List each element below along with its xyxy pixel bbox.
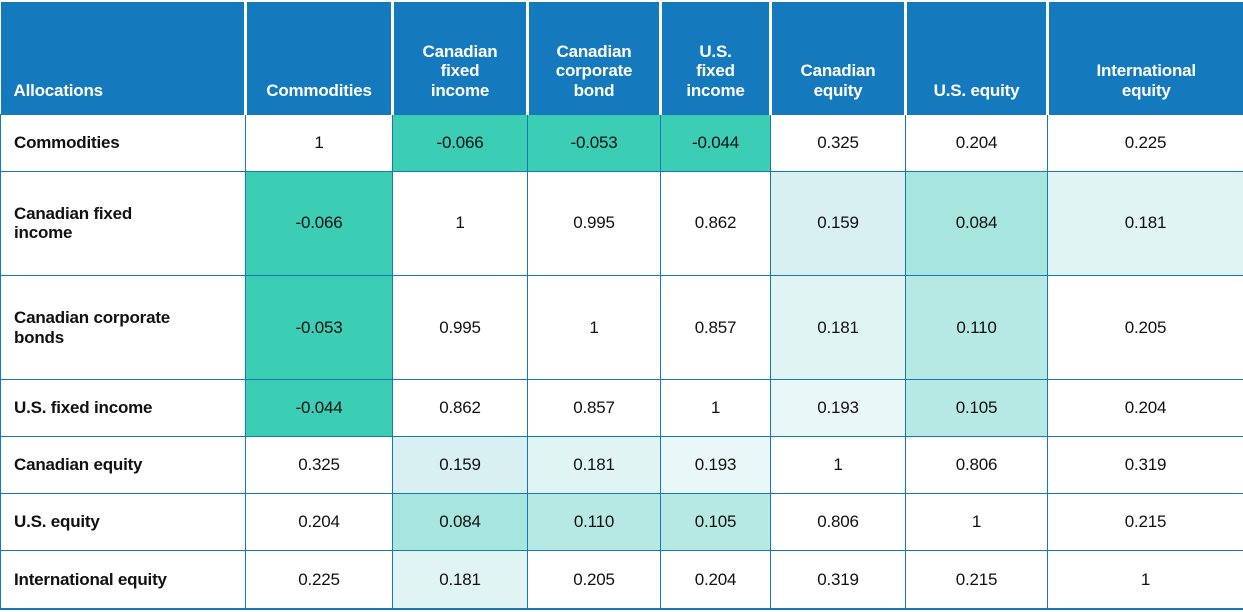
value-cell: 1	[392, 170, 528, 276]
value-cell: 0.204	[245, 493, 393, 552]
table-row: Canadian fixed income -0.066 1 0.995 0.862 0.…	[0, 170, 1243, 276]
row-label: Canadian fixed income	[0, 170, 246, 276]
value-cell: 1	[245, 113, 393, 172]
table-row: Commodities 1 -0.066 -0.053 -0.044 0.325 0.204…	[0, 113, 1243, 172]
table-row: International equity 0.225 0.181 0.205 0.204…	[0, 550, 1243, 610]
value-cell: 0.204	[660, 550, 771, 610]
row-label: U.S. fixed income	[0, 379, 246, 438]
row-label: Canadian equity	[0, 436, 246, 495]
value-cell: 0.857	[660, 274, 771, 381]
value-cell: -0.044	[660, 113, 771, 172]
table-row: Canadian equity 0.325 0.159 0.181 0.193 1 0.80…	[0, 436, 1243, 495]
value-cell: 0.225	[245, 550, 393, 610]
value-cell: 0.325	[245, 436, 393, 495]
value-cell: 0.995	[392, 274, 528, 381]
value-cell: 0.995	[527, 170, 661, 276]
row-label: Commodities	[0, 113, 246, 172]
header-row: Allocations Commodities Canadian fixed i…	[0, 2, 1243, 114]
value-cell: 0.204	[905, 113, 1048, 172]
value-cell: 0.215	[905, 550, 1048, 610]
value-cell: 0.181	[770, 274, 906, 381]
column-header-commodities: Commodities	[244, 2, 393, 114]
value-cell: 0.325	[770, 113, 906, 172]
value-cell: 0.205	[1047, 274, 1243, 381]
value-cell: 0.204	[1047, 379, 1243, 438]
column-header-international-equity: International equity	[1046, 2, 1243, 114]
value-cell: -0.066	[245, 170, 393, 276]
value-cell: 0.110	[527, 493, 661, 552]
value-cell: 0.105	[905, 379, 1048, 438]
value-cell: 1	[527, 274, 661, 381]
value-cell: 0.110	[905, 274, 1048, 381]
value-cell: 0.862	[392, 379, 528, 438]
value-cell: 1	[1047, 550, 1243, 610]
value-cell: -0.053	[245, 274, 393, 381]
value-cell: -0.053	[527, 113, 661, 172]
table-row: Canadian corporate bonds -0.053 0.995 1 0.85…	[0, 274, 1243, 381]
value-cell: 1	[770, 436, 906, 495]
value-cell: 0.806	[770, 493, 906, 552]
row-label: International equity	[0, 550, 246, 610]
value-cell: -0.066	[392, 113, 528, 172]
value-cell: -0.044	[245, 379, 393, 438]
column-header-canadian-corporate-bond: Canadian corporate bond	[526, 2, 661, 114]
value-cell: 1	[905, 493, 1048, 552]
value-cell: 0.193	[770, 379, 906, 438]
table-row: U.S. fixed income -0.044 0.862 0.857 1 0.193 0…	[0, 379, 1243, 438]
value-cell: 0.215	[1047, 493, 1243, 552]
value-cell: 0.181	[1047, 170, 1243, 276]
value-cell: 0.181	[527, 436, 661, 495]
value-cell: 0.084	[905, 170, 1048, 276]
value-cell: 0.319	[1047, 436, 1243, 495]
row-label: U.S. equity	[0, 493, 246, 552]
row-label: Canadian corporate bonds	[0, 274, 246, 381]
value-cell: 0.319	[770, 550, 906, 610]
column-header-us-fixed-income: U.S. fixed income	[659, 2, 771, 114]
column-header-us-equity: U.S. equity	[904, 2, 1048, 114]
table-row: U.S. equity 0.204 0.084 0.110 0.105 0.806 1 0.2…	[0, 493, 1243, 552]
corner-header-allocations: Allocations	[0, 2, 246, 114]
value-cell: 0.159	[770, 170, 906, 276]
value-cell: 0.193	[660, 436, 771, 495]
value-cell: 0.857	[527, 379, 661, 438]
value-cell: 1	[660, 379, 771, 438]
value-cell: 0.225	[1047, 113, 1243, 172]
value-cell: 0.181	[392, 550, 528, 610]
column-header-canadian-fixed-income: Canadian fixed income	[391, 2, 528, 114]
value-cell: 0.862	[660, 170, 771, 276]
value-cell: 0.205	[527, 550, 661, 610]
value-cell: 0.105	[660, 493, 771, 552]
value-cell: 0.806	[905, 436, 1048, 495]
value-cell: 0.159	[392, 436, 528, 495]
column-header-canadian-equity: Canadian equity	[769, 2, 906, 114]
value-cell: 0.084	[392, 493, 528, 552]
